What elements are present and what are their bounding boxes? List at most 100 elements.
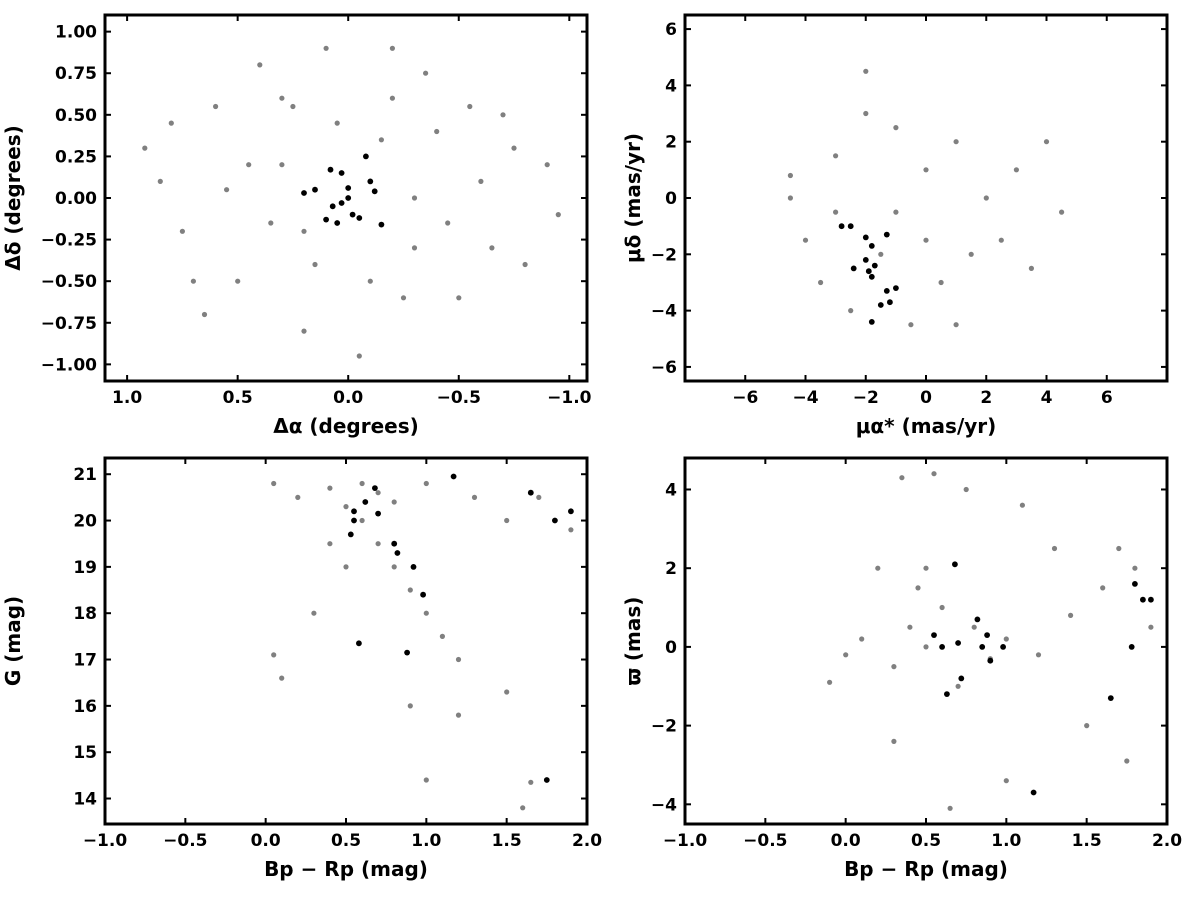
member-star-point bbox=[347, 531, 354, 538]
member-star-point bbox=[404, 649, 410, 656]
field-star-point bbox=[343, 504, 349, 510]
field-star-point bbox=[312, 261, 318, 268]
y-tick-label: 15 bbox=[73, 743, 97, 763]
field-star-point bbox=[439, 633, 445, 640]
member-star-point bbox=[955, 640, 961, 646]
member-star-point bbox=[568, 508, 574, 515]
field-star-point bbox=[201, 311, 208, 318]
field-star-point bbox=[998, 237, 1004, 243]
panel-bottom-left: −1.0 −0.5 0.0 0.5 1.0 1.5 2.0 14 15 16 17 18 19 20 21 B… bbox=[1, 456, 602, 881]
x-tick-label: 0.5 bbox=[331, 831, 361, 851]
field-star-point bbox=[423, 70, 429, 76]
member-star-point bbox=[345, 185, 352, 191]
axes-frame bbox=[683, 13, 1169, 383]
member-star-point bbox=[847, 223, 854, 230]
field-star-point bbox=[455, 656, 462, 663]
field-star-point bbox=[389, 95, 395, 101]
member-star-point bbox=[850, 265, 857, 272]
field-star-point bbox=[246, 162, 252, 168]
field-star-point bbox=[311, 610, 317, 616]
field-star-point bbox=[500, 112, 506, 118]
field-star-point bbox=[955, 683, 961, 689]
x-tick-label: 2.0 bbox=[572, 831, 602, 851]
field-star-point bbox=[555, 212, 561, 218]
field-star-point bbox=[407, 703, 413, 709]
member-star-point bbox=[420, 591, 426, 598]
y-axis-label: Δδ (degrees) bbox=[1, 125, 25, 271]
field-star-point bbox=[423, 480, 429, 487]
member-star-point bbox=[351, 517, 357, 524]
field-star-point bbox=[893, 125, 899, 131]
member-star-point bbox=[1148, 596, 1154, 603]
field-star-point bbox=[827, 679, 833, 685]
field-star-point bbox=[1132, 565, 1138, 571]
member-star-point bbox=[862, 257, 869, 263]
y-axis-label: μδ (mas/yr) bbox=[621, 133, 645, 263]
member-star-point bbox=[552, 517, 558, 524]
field-star-point bbox=[907, 624, 913, 630]
member-star-point bbox=[1107, 695, 1114, 701]
x-tick-label: 0 bbox=[920, 388, 932, 408]
field-star-point bbox=[327, 541, 333, 547]
field-star-point bbox=[375, 541, 381, 547]
field-star-point bbox=[478, 178, 484, 184]
field-star-point bbox=[939, 604, 945, 611]
field-star-point bbox=[891, 664, 897, 670]
field-star-point bbox=[536, 494, 542, 500]
field-star-point bbox=[334, 120, 340, 126]
panel-top-left: 1.0 0.5 0.0 −0.5 −1.0 −1.00 −0.75 −0.50 −0.25 0.0… bbox=[1, 13, 592, 438]
member-star-point bbox=[939, 644, 945, 650]
member-star-point bbox=[391, 540, 398, 547]
field-star-point bbox=[983, 195, 989, 201]
field-star-point bbox=[434, 128, 440, 135]
y-tick-label: 0 bbox=[665, 638, 677, 658]
field-star-point bbox=[504, 517, 510, 524]
field-star-point bbox=[953, 139, 959, 145]
field-star-point bbox=[1003, 778, 1009, 784]
y-tick-label: 2 bbox=[665, 133, 677, 153]
field-star-point bbox=[301, 228, 307, 234]
member-star-point bbox=[877, 302, 884, 308]
field-star-point bbox=[279, 95, 285, 101]
x-tick-label: −1.0 bbox=[83, 831, 128, 851]
field-star-point bbox=[971, 624, 977, 630]
x-tick-label: 6 bbox=[1101, 388, 1113, 408]
x-tick-label: 2.0 bbox=[1152, 831, 1182, 851]
field-star-point bbox=[1059, 209, 1065, 215]
field-star-point bbox=[323, 45, 329, 51]
field-star-point bbox=[818, 279, 824, 286]
panel-bottom-right: −1.0 −0.5 0.0 0.5 1.0 1.5 2.0 −4 −2 0 2 4 Bp − Rp (m… bbox=[621, 456, 1182, 881]
y-tick-label: 4 bbox=[665, 76, 677, 96]
field-star-point bbox=[923, 167, 929, 173]
x-tick-label: −1.0 bbox=[663, 831, 708, 851]
x-tick-label: 4 bbox=[1041, 388, 1053, 408]
member-star-point bbox=[394, 550, 401, 556]
x-tick-label: −0.5 bbox=[743, 831, 787, 851]
panel-top-right: −6 −4 −2 0 2 4 6 −6 −4 −2 0 2 4 6 μα* (mas/yr) μδ (mas/… bbox=[621, 13, 1169, 438]
member-star-point bbox=[338, 170, 345, 176]
x-tick-label: 0.5 bbox=[911, 831, 941, 851]
field-star-point bbox=[295, 494, 301, 500]
member-star-point bbox=[931, 632, 937, 638]
field-star-point bbox=[963, 486, 969, 493]
field-star-point bbox=[168, 120, 174, 126]
field-star-point bbox=[157, 178, 163, 184]
field-star-point bbox=[271, 480, 277, 487]
field-star-point bbox=[489, 245, 495, 251]
y-tick-label: −1.00 bbox=[41, 355, 97, 375]
field-star-point bbox=[1148, 624, 1154, 630]
field-star-point bbox=[1116, 545, 1122, 552]
field-star-point bbox=[1084, 723, 1090, 729]
member-star-point bbox=[979, 644, 986, 650]
field-star-point bbox=[802, 237, 809, 243]
member-star-point bbox=[356, 640, 362, 647]
x-axis-label: Bp − Rp (mag) bbox=[264, 857, 428, 881]
field-star-point bbox=[456, 295, 462, 301]
member-star-point bbox=[862, 234, 869, 241]
member-star-point bbox=[356, 215, 363, 221]
field-star-point bbox=[391, 499, 397, 505]
y-tick-label: −0.25 bbox=[41, 231, 97, 251]
member-star-point bbox=[527, 489, 534, 496]
member-star-point bbox=[362, 499, 369, 505]
field-star-point bbox=[224, 187, 230, 193]
